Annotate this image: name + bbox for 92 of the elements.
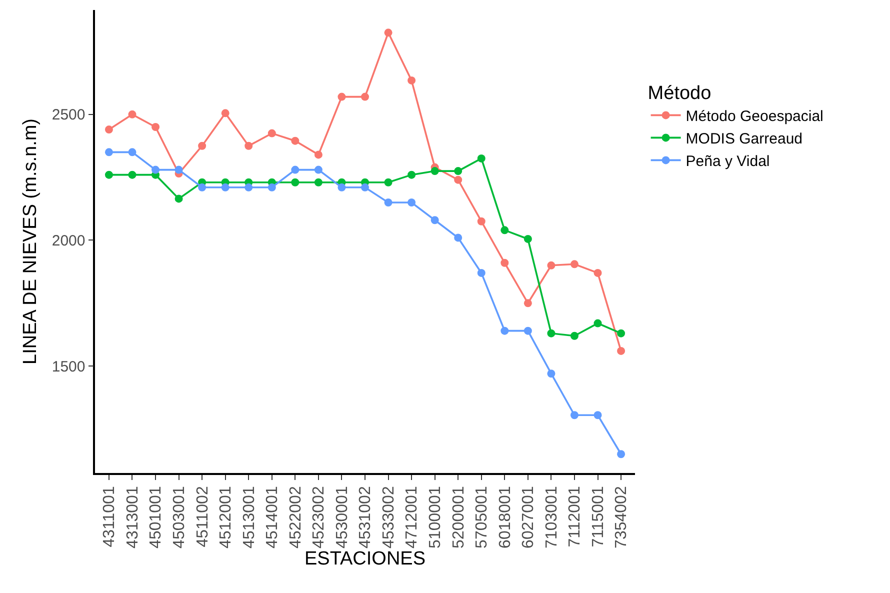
point: [291, 166, 300, 174]
y-axis-title: LINEA DE NIEVES (m.s.n.m): [20, 118, 42, 364]
y-tick-label: 1500: [52, 358, 86, 376]
point: [384, 198, 392, 206]
point: [128, 170, 136, 179]
x-tick-label: 4501001: [148, 486, 165, 548]
point: [524, 326, 532, 335]
y-tick-label: 2000: [52, 232, 86, 250]
point: [547, 261, 556, 270]
point: [408, 198, 416, 206]
x-tick-label: 4712001: [404, 486, 421, 548]
point: [152, 123, 160, 132]
x-tick-label: 4311001: [101, 486, 118, 548]
point: [500, 226, 509, 234]
point: [361, 92, 369, 101]
x-tick-label: 4313001: [124, 486, 142, 548]
x-tick-label: 4503001: [170, 486, 188, 548]
x-tick-label: 4533002: [380, 486, 398, 548]
point: [430, 167, 439, 176]
x-tick-label: 4513001: [240, 486, 258, 548]
legend-label: Método Geoespacial: [686, 108, 824, 126]
point: [128, 110, 136, 118]
point: [221, 183, 230, 192]
point: [617, 329, 626, 338]
point: [104, 170, 113, 179]
point: [104, 126, 113, 134]
point: [291, 136, 300, 145]
point: [477, 154, 486, 162]
x-tick-label: 6018001: [496, 486, 514, 548]
legend-label: MODIS Garreaud: [686, 130, 803, 148]
point: [547, 329, 556, 338]
point: [477, 217, 486, 226]
point: [314, 166, 322, 174]
point: [384, 178, 392, 186]
point: [268, 183, 276, 192]
x-tick-label: 4511002: [194, 486, 212, 548]
point: [594, 411, 602, 420]
point: [314, 150, 322, 159]
x-tick-label: 7112001: [566, 486, 584, 548]
point: [408, 76, 416, 84]
point: [361, 183, 369, 192]
point: [430, 216, 439, 224]
point: [454, 234, 462, 242]
point: [198, 142, 206, 150]
point: [594, 319, 602, 328]
x-tick-label: 7354002: [613, 486, 630, 548]
x-tick-label: 4522002: [287, 486, 304, 548]
point: [570, 260, 578, 268]
point: [291, 178, 300, 186]
point: [244, 183, 253, 192]
x-tick-label: 4523002: [310, 486, 328, 548]
x-tick-label: 7115001: [590, 486, 607, 548]
x-tick-label: 4514001: [264, 486, 282, 548]
x-tick-label: 4530001: [334, 486, 351, 548]
point: [174, 194, 183, 203]
point: [524, 234, 532, 243]
x-tick-label: 4512001: [218, 486, 235, 548]
point: [500, 326, 509, 335]
point: [268, 129, 276, 138]
legend-label: Peña y Vidal: [686, 153, 770, 170]
point: [617, 346, 626, 355]
point: [244, 142, 253, 150]
x-tick-label: 5100001: [427, 486, 444, 548]
point: [570, 332, 578, 340]
point: [338, 183, 346, 192]
point: [594, 268, 602, 277]
x-tick-label: 7103001: [543, 486, 560, 548]
point: [454, 167, 462, 176]
point: [104, 148, 113, 156]
point: [198, 183, 206, 192]
x-tick-label: 5200001: [450, 486, 468, 548]
point: [384, 28, 392, 37]
legend-title: Método: [648, 82, 712, 104]
x-axis-title: ESTACIONES: [304, 548, 426, 570]
point: [524, 299, 532, 308]
point: [617, 450, 626, 458]
point: [408, 170, 416, 179]
point: [152, 166, 160, 174]
point: [221, 109, 230, 118]
point: [338, 92, 346, 101]
x-tick-label: 5705001: [474, 486, 491, 548]
x-tick-label: 6027001: [520, 486, 538, 548]
point: [547, 370, 556, 378]
point: [128, 148, 136, 156]
point: [500, 258, 509, 267]
point: [570, 411, 578, 420]
point: [314, 178, 322, 186]
point: [477, 268, 486, 277]
x-tick-label: 4531002: [357, 486, 374, 548]
y-tick-label: 2500: [52, 106, 86, 124]
point: [454, 176, 462, 184]
point: [174, 166, 183, 174]
